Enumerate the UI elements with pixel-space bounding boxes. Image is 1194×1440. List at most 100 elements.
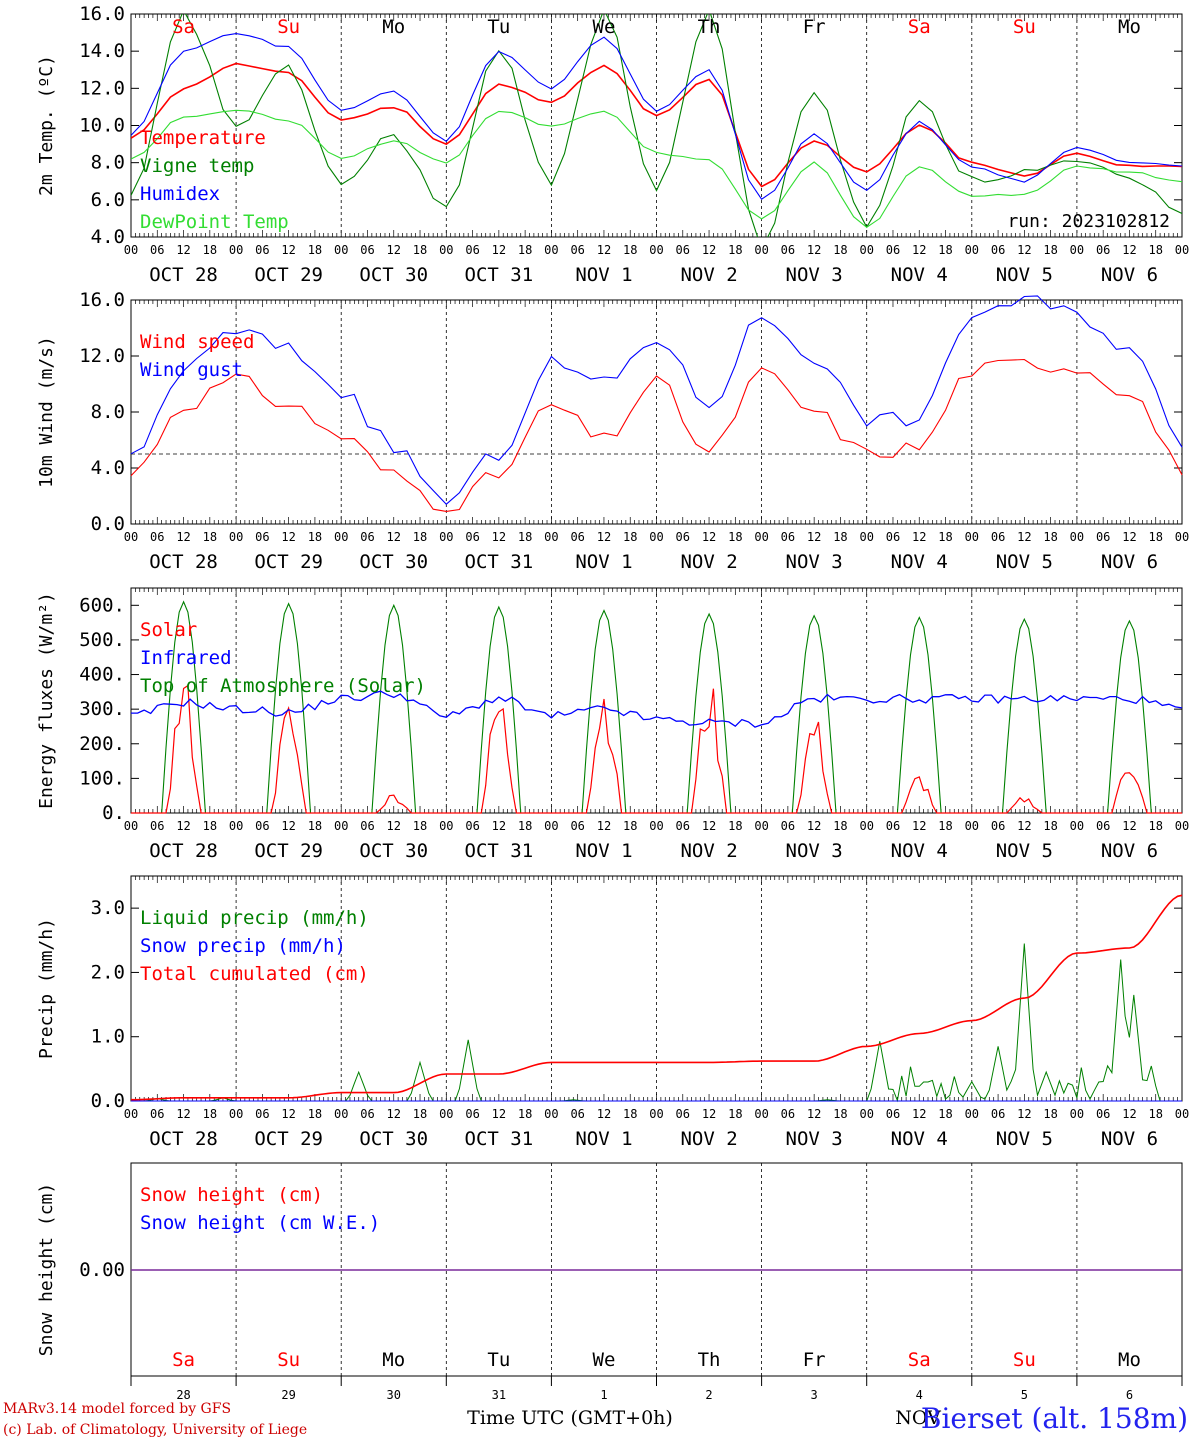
date-label: NOV 3 xyxy=(786,264,843,286)
hour-tick-label: 00 xyxy=(1175,530,1189,544)
date-label: OCT 29 xyxy=(254,1128,323,1150)
run-label: run: 2023102812 xyxy=(1007,211,1170,232)
hour-tick-label: 06 xyxy=(1096,243,1110,257)
bottom-day-name: We xyxy=(593,1349,616,1371)
date-label: OCT 29 xyxy=(254,840,323,862)
hour-tick-label: 00 xyxy=(965,1107,979,1121)
y-tick-label: 8.0 xyxy=(91,401,125,423)
hour-tick-label: 06 xyxy=(991,243,1005,257)
hour-tick-label: 06 xyxy=(676,243,690,257)
bottom-day-number: 6 xyxy=(1126,1388,1133,1402)
station-label: Bierset (alt. 158m) xyxy=(921,1402,1188,1435)
hour-tick-label: 06 xyxy=(676,530,690,544)
hour-tick-label: 12 xyxy=(807,243,821,257)
date-label: OCT 29 xyxy=(254,551,323,573)
hour-tick-label: 18 xyxy=(623,530,637,544)
hour-tick-label: 00 xyxy=(229,1107,243,1121)
hour-tick-label: 06 xyxy=(886,1107,900,1121)
hour-tick-label: 00 xyxy=(649,819,663,833)
legend-entry: Infrared xyxy=(140,647,232,669)
hour-tick-label: 12 xyxy=(387,243,401,257)
day-name-label: Su xyxy=(1013,16,1036,38)
y-tick-label: 12.0 xyxy=(79,77,125,99)
precip-panel: 00 06 12 18 00 06 12 18 00 06 12 18 00 06 12 18 00 06 12 18… xyxy=(36,875,1189,1150)
hour-tick-label: 18 xyxy=(413,1107,427,1121)
hour-tick-label: 00 xyxy=(859,243,873,257)
bottom-day-name: Mo xyxy=(1118,1349,1141,1371)
hour-tick-label: 00 xyxy=(1175,819,1189,833)
hour-tick-label: 06 xyxy=(360,1107,374,1121)
date-label: OCT 28 xyxy=(149,551,218,573)
hour-tick-label: 18 xyxy=(1043,819,1057,833)
hour-tick-label: 06 xyxy=(360,243,374,257)
hour-tick-label: 06 xyxy=(255,819,269,833)
date-label: NOV 6 xyxy=(1101,840,1158,862)
day-name-label: Fr xyxy=(803,16,826,38)
hour-tick-label: 00 xyxy=(229,819,243,833)
bottom-day-number: 2 xyxy=(705,1388,712,1402)
hour-tick-label: 06 xyxy=(150,1107,164,1121)
date-label: NOV 1 xyxy=(575,551,632,573)
bottom-day-number: 4 xyxy=(916,1388,923,1402)
hour-tick-label: 18 xyxy=(1043,243,1057,257)
date-label: OCT 28 xyxy=(149,1128,218,1150)
hour-tick-label: 12 xyxy=(807,1107,821,1121)
hour-tick-label: 18 xyxy=(1148,819,1162,833)
snow-panel: 0.00 Snow height (cm) Snow height (cm W.E.… xyxy=(36,1162,1183,1402)
hour-tick-label: 00 xyxy=(1175,243,1189,257)
date-label: NOV 6 xyxy=(1101,551,1158,573)
hour-tick-label: 12 xyxy=(597,530,611,544)
y-axis-label: Precip (mm/h) xyxy=(36,918,57,1059)
hour-tick-label: 00 xyxy=(859,819,873,833)
hour-tick-label: 18 xyxy=(413,530,427,544)
bottom-day-name: Fr xyxy=(803,1349,826,1371)
hour-tick-label: 18 xyxy=(203,243,217,257)
hour-tick-label: 06 xyxy=(150,530,164,544)
y-tick-label: 10.0 xyxy=(79,115,125,137)
y-tick-label: 6.0 xyxy=(91,189,125,211)
bottom-day-number: 3 xyxy=(811,1388,818,1402)
date-label: OCT 31 xyxy=(465,264,534,286)
y-tick-label: 12.0 xyxy=(79,345,125,367)
hour-tick-label: 06 xyxy=(991,1107,1005,1121)
y-tick-label: 0. xyxy=(102,802,125,824)
hour-tick-label: 18 xyxy=(308,530,322,544)
date-label: NOV 1 xyxy=(575,264,632,286)
credit-line-1: MARv3.14 model forced by GFS xyxy=(3,1401,231,1417)
hour-tick-label: 12 xyxy=(281,819,295,833)
hour-tick-label: 00 xyxy=(124,1107,138,1121)
legend-entry: Liquid precip (mm/h) xyxy=(140,907,369,929)
hour-tick-label: 00 xyxy=(439,530,453,544)
date-label: NOV 3 xyxy=(786,551,843,573)
day-name-label: Th xyxy=(698,16,721,38)
hour-tick-label: 12 xyxy=(492,819,506,833)
y-tick-label: 16.0 xyxy=(79,289,125,311)
bottom-day-name: Su xyxy=(277,1349,300,1371)
date-label: NOV 5 xyxy=(996,840,1053,862)
hour-tick-label: 12 xyxy=(176,243,190,257)
hour-tick-label: 18 xyxy=(728,819,742,833)
date-label: NOV 5 xyxy=(996,1128,1053,1150)
hour-tick-label: 00 xyxy=(649,530,663,544)
hour-tick-label: 12 xyxy=(597,1107,611,1121)
legend-entry: Temperature xyxy=(140,127,266,149)
hour-tick-label: 12 xyxy=(1017,243,1031,257)
date-label: OCT 30 xyxy=(359,840,428,862)
legend-entry: Snow height (cm W.E.) xyxy=(140,1212,380,1234)
hour-tick-label: 18 xyxy=(308,1107,322,1121)
hour-tick-label: 06 xyxy=(465,530,479,544)
hour-tick-label: 00 xyxy=(649,1107,663,1121)
hour-tick-label: 18 xyxy=(413,243,427,257)
date-label: OCT 29 xyxy=(254,264,323,286)
hour-tick-label: 18 xyxy=(833,819,847,833)
hour-tick-label: 06 xyxy=(886,819,900,833)
y-tick-label: 4.0 xyxy=(91,457,125,479)
hour-tick-label: 00 xyxy=(334,1107,348,1121)
bottom-day-name: Mo xyxy=(382,1349,405,1371)
hour-tick-label: 12 xyxy=(1122,243,1136,257)
hour-tick-label: 18 xyxy=(623,1107,637,1121)
legend-entry: Top of Atmosphere (Solar) xyxy=(140,675,426,697)
legend-entry: Solar xyxy=(140,619,197,641)
hour-tick-label: 00 xyxy=(439,819,453,833)
hour-tick-label: 12 xyxy=(1017,819,1031,833)
